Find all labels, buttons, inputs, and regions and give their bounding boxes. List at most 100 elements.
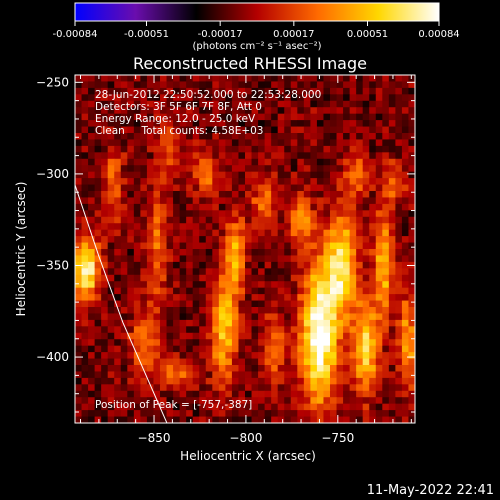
heatmap-cell xyxy=(251,300,259,308)
heatmap-cell xyxy=(81,126,89,134)
heatmap-cell xyxy=(336,100,344,108)
heatmap-cell xyxy=(271,410,279,417)
heatmap-cell xyxy=(101,229,109,237)
heatmap-cell xyxy=(277,100,285,108)
heatmap-cell xyxy=(153,158,161,166)
heatmap-cell xyxy=(290,358,298,366)
heatmap-cell xyxy=(310,261,318,269)
heatmap-cell xyxy=(212,229,220,237)
heatmap-cell xyxy=(395,107,403,115)
heatmap-cell xyxy=(225,287,233,295)
heatmap-cell xyxy=(179,126,187,134)
render-timestamp: 11-May-2022 22:41 xyxy=(367,483,494,498)
heatmap-cell xyxy=(330,390,337,398)
heatmap-cell xyxy=(408,345,415,353)
heatmap-cell xyxy=(153,100,161,108)
heatmap-cell xyxy=(94,294,102,301)
heatmap-cell xyxy=(258,255,266,263)
heatmap-cell xyxy=(133,197,141,205)
heatmap-cell xyxy=(271,397,279,405)
heatmap-cell xyxy=(146,210,154,218)
heatmap-cell xyxy=(245,255,252,263)
heatmap-cell xyxy=(362,145,370,153)
heatmap-cell xyxy=(160,397,167,405)
heatmap-cell xyxy=(107,300,115,308)
heatmap-cell xyxy=(101,300,109,308)
heatmap-cell xyxy=(101,281,109,289)
heatmap-cell xyxy=(107,397,115,405)
heatmap-cell xyxy=(238,397,246,405)
heatmap-cell xyxy=(160,300,167,308)
heatmap-cell xyxy=(238,390,246,398)
heatmap-cell xyxy=(271,133,279,140)
heatmap-cell xyxy=(81,319,89,327)
heatmap-cell xyxy=(323,203,331,211)
heatmap-cell xyxy=(114,397,122,405)
heatmap-cell xyxy=(120,107,128,115)
heatmap-cell xyxy=(218,403,226,411)
heatmap-cell xyxy=(303,384,311,392)
heatmap-cell xyxy=(192,107,200,115)
heatmap-cell xyxy=(192,126,200,134)
heatmap-cell xyxy=(231,371,239,379)
heatmap-cell xyxy=(101,339,109,347)
heatmap-cell xyxy=(186,178,194,185)
heatmap-cell xyxy=(401,236,409,243)
heatmap-cell xyxy=(290,152,298,160)
heatmap-cell xyxy=(251,339,259,347)
heatmap-cell xyxy=(310,197,318,205)
heatmap-cell xyxy=(238,377,246,385)
heatmap-cell xyxy=(408,371,415,379)
heatmap-cell xyxy=(382,416,390,423)
heatmap-cell xyxy=(316,178,324,185)
heatmap-cell xyxy=(310,281,318,289)
heatmap-cell xyxy=(173,287,181,295)
heatmap-cell xyxy=(166,236,174,243)
heatmap-cell xyxy=(218,390,226,398)
heatmap-cell xyxy=(114,377,122,385)
heatmap-cell xyxy=(146,352,154,359)
heatmap-cell xyxy=(166,294,174,301)
heatmap-cell xyxy=(225,390,233,398)
heatmap-cell xyxy=(179,165,187,173)
heatmap-cell xyxy=(107,100,115,108)
heatmap-cell xyxy=(388,365,396,372)
heatmap-cell xyxy=(395,300,403,308)
heatmap-cell xyxy=(290,403,298,411)
heatmap-cell xyxy=(231,229,239,237)
heatmap-cell xyxy=(343,113,351,121)
heatmap-cell xyxy=(258,184,266,192)
heatmap-cell xyxy=(212,107,220,115)
heatmap-cell xyxy=(297,197,305,205)
heatmap-cell xyxy=(81,377,89,385)
heatmap-cell xyxy=(199,210,207,218)
heatmap-cell xyxy=(388,165,396,173)
heatmap-cell xyxy=(160,158,167,166)
heatmap-cell xyxy=(75,236,82,243)
heatmap-cell xyxy=(382,300,390,308)
heatmap-cell xyxy=(101,158,109,166)
heatmap-cell xyxy=(284,216,292,224)
heatmap-cell xyxy=(146,139,154,147)
heatmap-cell xyxy=(277,255,285,263)
heatmap-cell xyxy=(153,358,161,366)
heatmap-cell xyxy=(238,184,246,192)
heatmap-cell xyxy=(388,171,396,179)
heatmap-cell xyxy=(264,107,272,115)
heatmap-cell xyxy=(107,113,115,121)
heatmap-cell xyxy=(238,255,246,263)
heatmap-cell xyxy=(114,210,122,218)
heatmap-cell xyxy=(310,158,318,166)
heatmap-cell xyxy=(408,191,415,198)
heatmap-cell xyxy=(258,158,266,166)
heatmap-cell xyxy=(218,152,226,160)
heatmap-cell xyxy=(173,158,181,166)
heatmap-cell xyxy=(264,139,272,147)
heatmap-cell xyxy=(81,307,89,314)
heatmap-cell xyxy=(271,87,279,95)
heatmap-cell xyxy=(75,203,82,211)
heatmap-cell xyxy=(382,165,390,173)
heatmap-cell xyxy=(395,294,403,301)
heatmap-cell xyxy=(88,371,96,379)
heatmap-cell xyxy=(330,365,337,372)
